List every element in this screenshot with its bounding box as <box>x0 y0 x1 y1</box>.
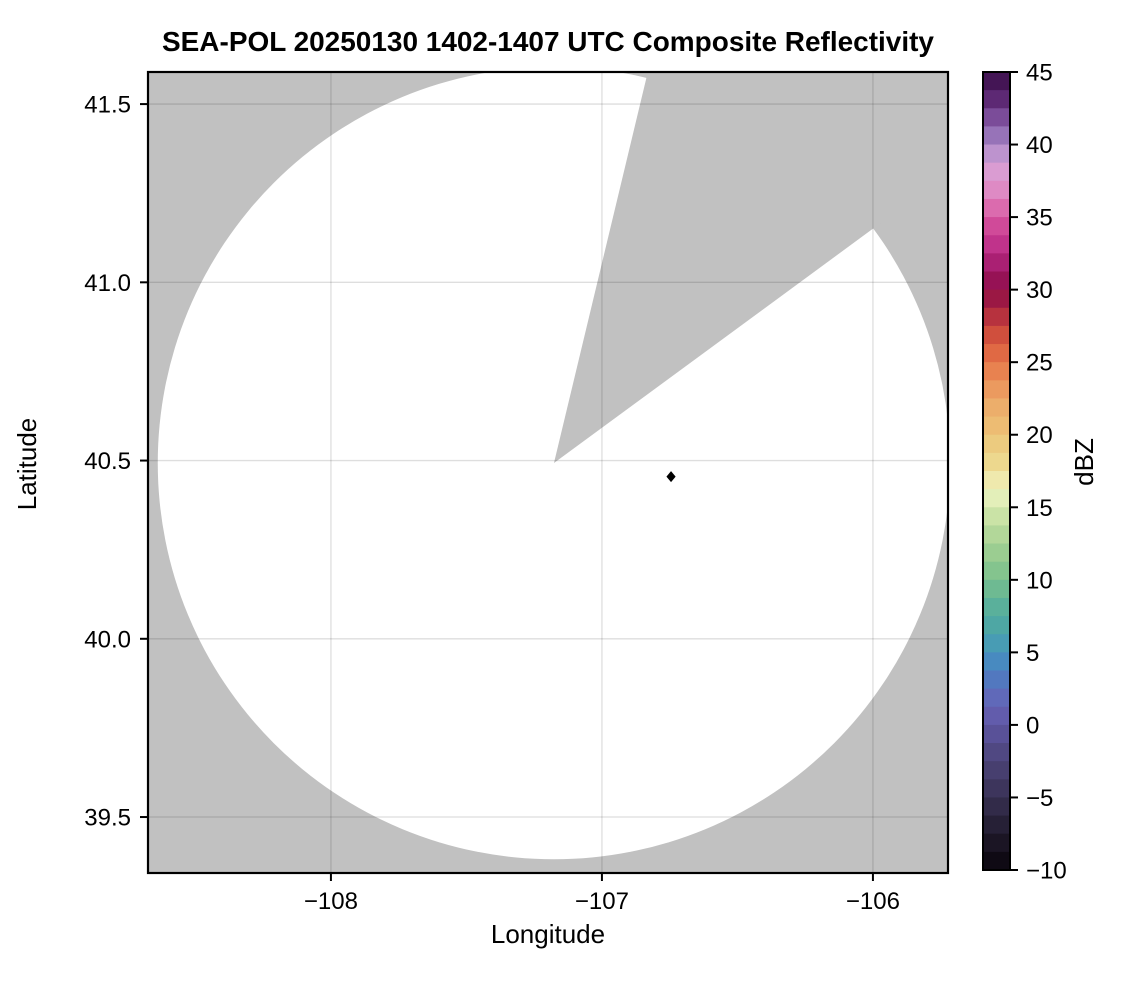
site-marker-diamond <box>666 471 676 483</box>
colorbar-band <box>983 217 1010 236</box>
colorbar-band <box>983 452 1010 472</box>
colorbar-tick-label: −10 <box>1026 858 1067 885</box>
y-tick-label: 39.5 <box>84 805 131 832</box>
colorbar-band <box>983 72 1010 91</box>
colorbar-band <box>983 507 1010 527</box>
y-tick-label: 41.0 <box>84 270 131 297</box>
colorbar-band <box>983 761 1010 780</box>
colorbar-band <box>983 797 1010 817</box>
y-tick-labels: 41.5 41.0 40.5 40.0 39.5 <box>84 92 131 832</box>
colorbar-tick-labels: 45 40 35 30 25 20 15 10 5 0 −5 −10 <box>1026 60 1067 885</box>
colorbar-band <box>983 325 1010 345</box>
colorbar-band <box>983 416 1010 436</box>
colorbar-band <box>983 90 1010 109</box>
colorbar-tick-label: 25 <box>1026 350 1053 377</box>
colorbar-band <box>983 652 1010 672</box>
colorbar-tick-label: 45 <box>1026 60 1053 87</box>
y-axis-label: Latitude <box>12 418 42 511</box>
colorbar-band <box>983 525 1010 545</box>
colorbar-tick-label: 30 <box>1026 277 1053 304</box>
colorbar-band <box>983 670 1010 690</box>
colorbar-frame <box>982 71 1011 871</box>
gridlines <box>148 72 948 873</box>
colorbar-band <box>983 235 1010 254</box>
x-tick-label: −107 <box>575 888 629 915</box>
colorbar-tick-label: 15 <box>1026 495 1053 522</box>
colorbar-tick-label: 20 <box>1026 422 1053 449</box>
colorbar-band <box>983 180 1010 200</box>
y-tick-label: 40.0 <box>84 626 131 653</box>
colorbar-band <box>983 815 1010 835</box>
x-tick-label: −108 <box>304 888 358 915</box>
x-axis-label: Longitude <box>491 919 605 949</box>
colorbar-band <box>983 144 1010 164</box>
plot-title: SEA-POL 20250130 1402-1407 UTC Composite… <box>162 26 934 57</box>
x-tick-labels: −108 −107 −106 <box>304 888 900 915</box>
colorbar-tick-marks <box>1010 71 1018 871</box>
colorbar-band <box>983 434 1010 454</box>
colorbar-band <box>983 108 1010 128</box>
colorbar-tick-label: −5 <box>1026 785 1053 812</box>
x-tick-label: −106 <box>846 888 900 915</box>
colorbar-band <box>983 198 1010 218</box>
colorbar-band <box>983 833 1010 853</box>
y-tick-label: 41.5 <box>84 92 131 119</box>
colorbar-band <box>983 561 1010 581</box>
colorbar-band <box>983 743 1010 762</box>
colorbar-tick-label: 0 <box>1026 712 1039 739</box>
colorbar-band <box>983 380 1010 400</box>
colorbar-band <box>983 724 1010 744</box>
colorbar-tick-label: 5 <box>1026 640 1039 667</box>
blocked-sector-wedge <box>553 72 948 464</box>
colorbar-band <box>983 344 1010 363</box>
colorbar-band <box>983 616 1010 635</box>
colorbar-label: dBZ <box>1069 438 1099 486</box>
colorbar-band <box>983 471 1010 490</box>
colorbar-band <box>983 126 1010 146</box>
colorbar-band <box>983 851 1010 871</box>
colorbar-tick-label: 35 <box>1026 205 1053 232</box>
colorbar-tick-label: 40 <box>1026 132 1053 159</box>
colorbar-band <box>983 779 1010 799</box>
axis-tick-marks <box>140 103 874 881</box>
colorbar-band <box>983 271 1010 291</box>
colorbar-band <box>983 706 1010 726</box>
colorbar-band <box>983 253 1010 273</box>
main-axes: −108 −107 −106 41.5 41.0 40.5 40.0 39.5 Longit… <box>12 70 950 949</box>
colorbar-band <box>983 579 1010 599</box>
y-tick-label: 40.5 <box>84 448 131 475</box>
axes-frame <box>146 70 950 875</box>
colorbar-band <box>983 634 1010 653</box>
colorbar-band <box>983 162 1010 182</box>
colorbar-band <box>983 362 1010 381</box>
colorbar: 45 40 35 30 25 20 15 10 5 0 −5 −10 dBZ <box>982 60 1099 885</box>
colorbar-tick-label: 10 <box>1026 567 1053 594</box>
colorbar-band <box>983 289 1010 309</box>
colorbar-band <box>983 597 1010 617</box>
colorbar-band <box>983 489 1010 508</box>
colorbar-band <box>983 307 1010 327</box>
colorbar-band <box>983 688 1010 708</box>
colorbar-band <box>983 398 1010 418</box>
colorbar-band <box>983 543 1010 563</box>
colorbar-bands <box>983 72 1010 871</box>
